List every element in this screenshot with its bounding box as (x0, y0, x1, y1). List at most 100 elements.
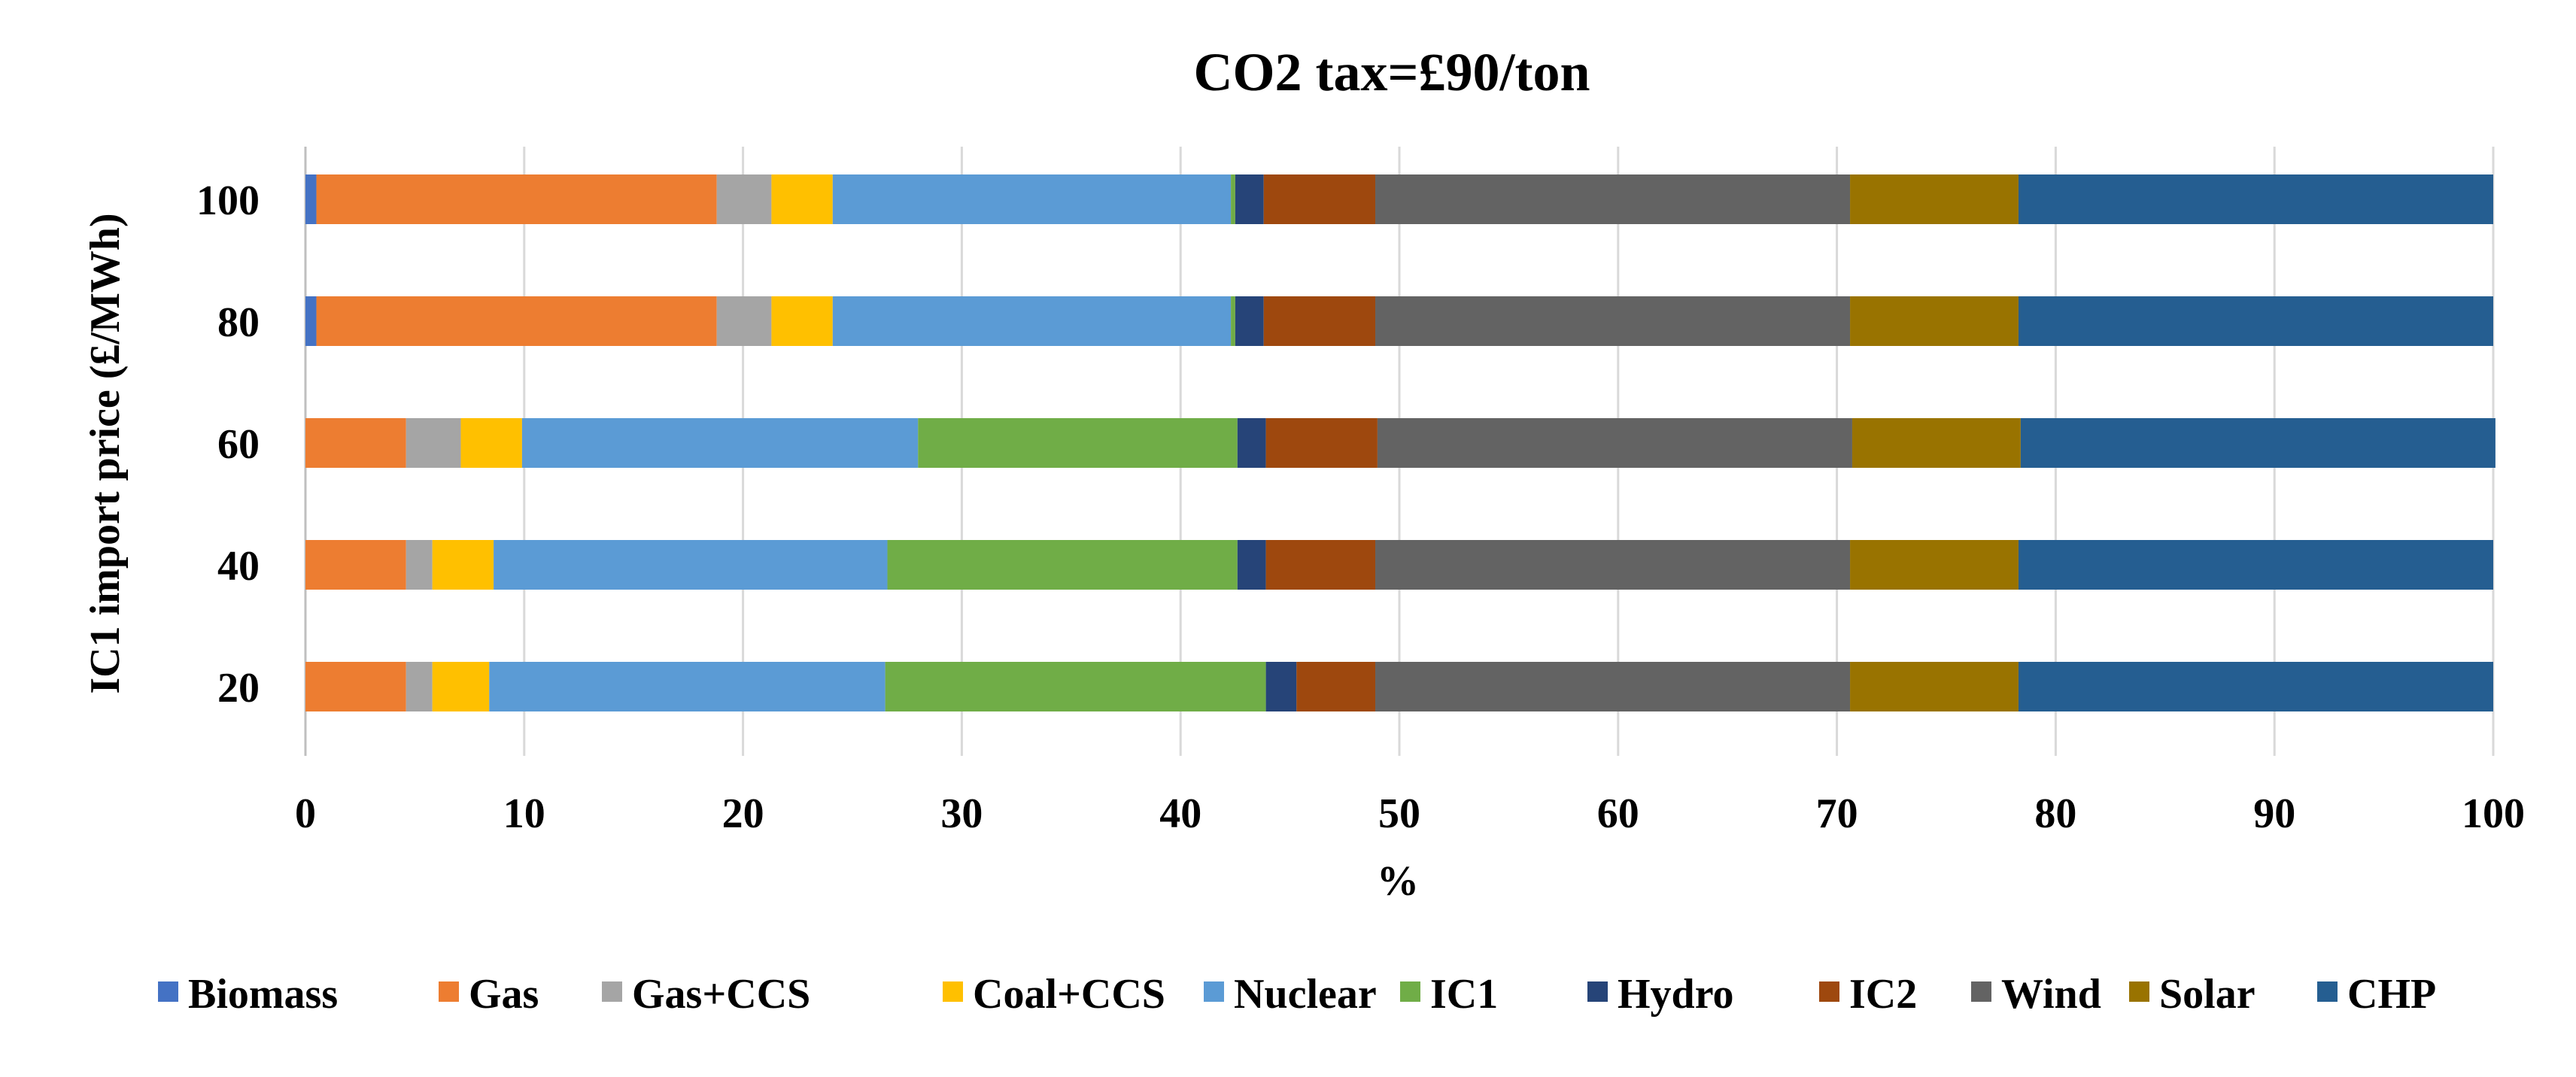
bar-segment (1375, 174, 1851, 224)
bar-segment (1850, 174, 2019, 224)
y-tick-label: 40 (217, 543, 260, 590)
bar-segment (1375, 540, 1851, 590)
bar-segment (305, 296, 317, 346)
x-tick-label: 40 (1159, 790, 1201, 837)
bar-segment (316, 296, 717, 346)
bar-segment (494, 540, 888, 590)
bar-segment (2020, 418, 2496, 468)
x-tick-label: 80 (2034, 790, 2076, 837)
bar-segment (1377, 418, 1852, 468)
legend-label: Gas+CCS (632, 971, 810, 1018)
legend-label: Biomass (188, 971, 338, 1018)
bar-segment (832, 296, 1232, 346)
bar-segment (2018, 296, 2493, 346)
legend-label: Solar (2159, 971, 2256, 1018)
legend-swatch (943, 981, 963, 1002)
bar-segment (406, 662, 433, 711)
legend-label: Nuclear (1234, 971, 1377, 1018)
bar-segment (1237, 540, 1266, 590)
x-tick-label: 90 (2253, 790, 2295, 837)
bar-segment (1375, 662, 1851, 711)
x-axis-label: % (1377, 858, 1419, 905)
bar-segment (2018, 662, 2493, 711)
x-tick-label: 100 (2462, 790, 2525, 837)
bar-segment (1231, 296, 1235, 346)
bar-segment (918, 418, 1238, 468)
bar-segment (832, 174, 1232, 224)
bar-segment (1265, 418, 1378, 468)
y-tick-label: 80 (217, 299, 260, 346)
bar-segment (316, 174, 717, 224)
bar-segment (521, 418, 919, 468)
x-tick-label: 20 (722, 790, 764, 837)
legend-swatch (439, 981, 459, 1002)
legend-swatch (1587, 981, 1608, 1002)
chart-title: CO2 tax=£90/ton (1193, 42, 1590, 102)
x-tick-label: 50 (1378, 790, 1420, 837)
bar-segment (305, 662, 406, 711)
bar-segment (406, 540, 433, 590)
bar-segment (1237, 418, 1266, 468)
legend-label: Gas (469, 971, 539, 1018)
bar-segment (1850, 296, 2019, 346)
x-tick-label: 30 (940, 790, 983, 837)
bar-segment (1850, 662, 2019, 711)
bar-segment (1375, 296, 1851, 346)
bar-segment (2018, 540, 2493, 590)
legend: Biomass Gas Gas+CCS Coal+CCS Nuclear IC1 Hydro… (158, 971, 2436, 1018)
legend-label: IC2 (1849, 971, 1917, 1018)
bar-segment (716, 296, 772, 346)
bar-segment (1265, 662, 1297, 711)
x-tick-label: 0 (295, 790, 316, 837)
x-axis-ticks: 0 10 20 30 40 50 60 70 80 90 100 (295, 790, 2525, 837)
bar-segment (432, 540, 494, 590)
legend-label: Hydro (1618, 971, 1734, 1018)
legend-swatch (1204, 981, 1224, 1002)
legend-swatch (158, 981, 178, 1002)
x-tick-label: 10 (503, 790, 545, 837)
y-tick-label: 60 (217, 421, 260, 468)
y-tick-label: 100 (196, 177, 260, 224)
bar-segment (1296, 662, 1376, 711)
bar-segment (305, 174, 317, 224)
bar-segment (1852, 418, 2021, 468)
bar-segment (885, 662, 1266, 711)
bar-segment (771, 174, 833, 224)
bar-segment (716, 174, 772, 224)
legend-swatch (1400, 981, 1420, 1002)
bar-segment (1263, 296, 1376, 346)
legend-label: CHP (2347, 971, 2436, 1018)
y-axis-ticks: 100 80 60 40 20 (196, 177, 260, 711)
legend-label: Coal+CCS (973, 971, 1165, 1018)
bar-segment (305, 540, 406, 590)
bar-segment (1263, 174, 1376, 224)
legend-swatch (1971, 981, 1991, 1002)
x-tick-label: 60 (1597, 790, 1639, 837)
bar-segment (305, 418, 406, 468)
bar-segment (460, 418, 522, 468)
legend-swatch (602, 981, 622, 1002)
legend-swatch (1819, 981, 1839, 1002)
bar-segment (1850, 540, 2019, 590)
bar-segment (771, 296, 833, 346)
legend-swatch (2317, 981, 2338, 1002)
bars (305, 174, 2496, 711)
bar-segment (1231, 174, 1235, 224)
bar-segment (2018, 174, 2493, 224)
legend-label: IC1 (1430, 971, 1498, 1018)
y-axis-label: IC1 import price (£/MWh) (82, 213, 129, 693)
bar-segment (1235, 296, 1264, 346)
bar-segment (489, 662, 886, 711)
bar-segment (1235, 174, 1264, 224)
bar-segment (1265, 540, 1376, 590)
legend-swatch (2129, 981, 2149, 1002)
bar-segment (887, 540, 1238, 590)
x-tick-label: 70 (1816, 790, 1858, 837)
bar-segment (406, 418, 461, 468)
legend-label: Wind (2001, 971, 2101, 1018)
y-tick-label: 20 (217, 665, 260, 711)
bar-segment (432, 662, 490, 711)
